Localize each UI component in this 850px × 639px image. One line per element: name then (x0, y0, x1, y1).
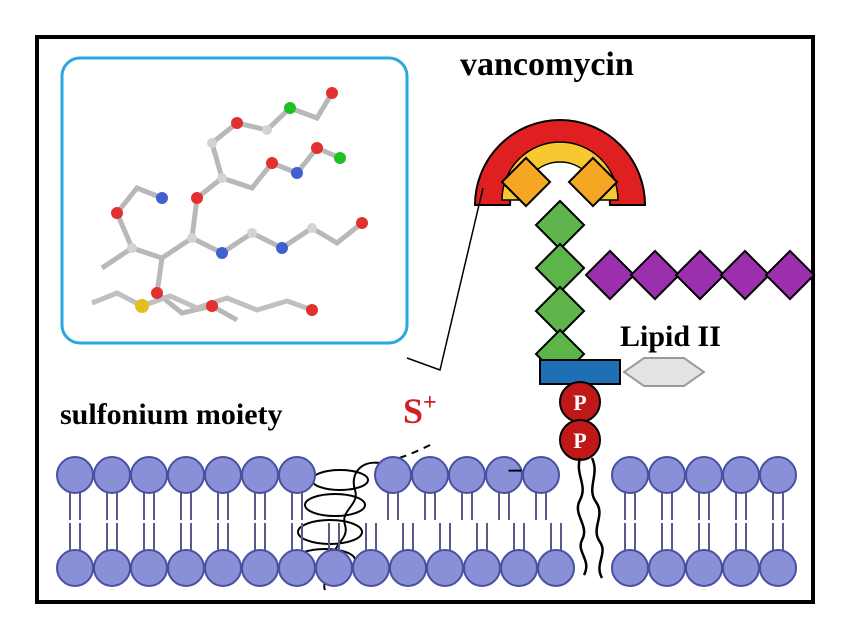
membrane-tails (70, 493, 783, 550)
lipid-tail (578, 458, 586, 575)
phosphates: P P (560, 382, 600, 460)
orange-diamonds (502, 158, 617, 206)
membrane: − (57, 456, 796, 586)
green-diamonds (536, 201, 584, 378)
p-label-2: P (573, 428, 586, 453)
membrane-minus: − (507, 456, 523, 487)
membrane-bottom-heads (57, 550, 796, 586)
diagram-frame: vancomycin sulfonium moiety Lipid II S+ (0, 0, 850, 639)
diagram-svg: P P (0, 0, 850, 639)
grey-hex (624, 358, 704, 386)
connector-vanc (407, 188, 483, 370)
p-label-1: P (573, 390, 586, 415)
lipid-tail-2 (592, 458, 603, 578)
blue-bar (540, 360, 620, 384)
membrane-top-heads (57, 457, 796, 493)
vancomycin-arch (475, 120, 645, 205)
purple-diamonds (586, 251, 814, 299)
